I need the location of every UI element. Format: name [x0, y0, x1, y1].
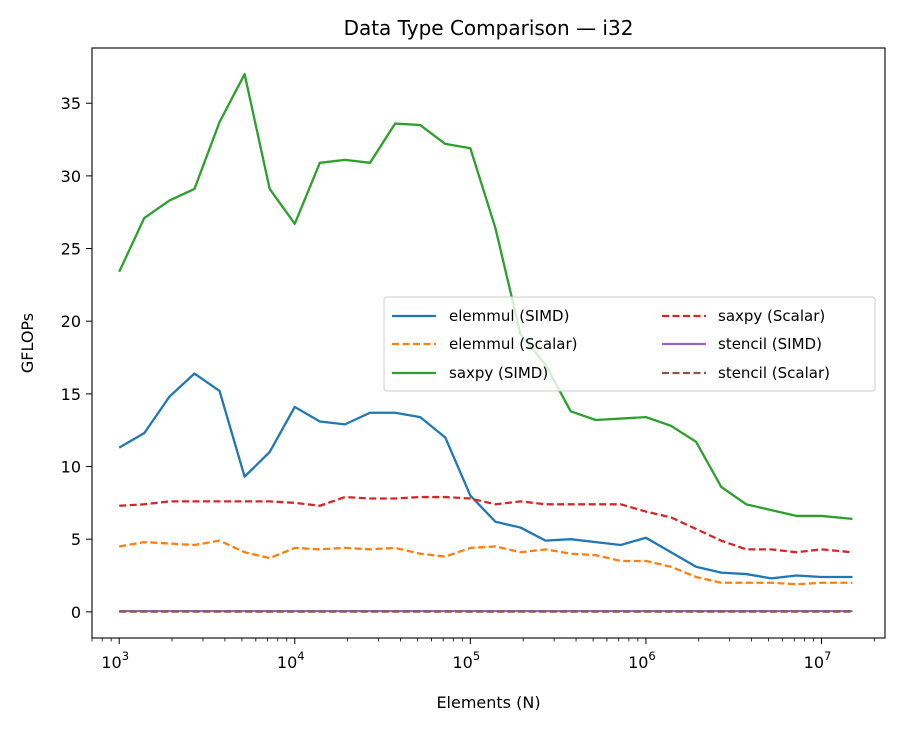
- y-axis: 0 5 10 15 20 25 30 35: [61, 94, 92, 622]
- y-tick-label: 0: [71, 603, 81, 622]
- y-tick-label: 30: [61, 167, 81, 186]
- series-line: [118, 73, 853, 520]
- chart-title: Data Type Comparison — i32: [344, 16, 634, 40]
- plot-frame: [91, 47, 886, 639]
- y-tick-label: 15: [61, 385, 81, 404]
- legend-label: stencil (SIMD): [718, 335, 822, 353]
- legend-label: saxpy (SIMD): [449, 364, 548, 382]
- y-tick-label: 10: [61, 458, 81, 477]
- y-tick-label: 20: [61, 312, 81, 331]
- y-tick-label: 25: [61, 240, 81, 259]
- legend-label: stencil (Scalar): [718, 364, 830, 382]
- legend-label: elemmul (SIMD): [449, 307, 569, 325]
- series-line: [119, 495, 853, 554]
- legend: elemmul (SIMD) elemmul (Scalar) saxpy (SIM…: [383, 296, 876, 392]
- series-line: [119, 539, 853, 586]
- x-axis-label: Elements (N): [436, 693, 540, 712]
- series-lines: [118, 73, 853, 613]
- y-axis-label: GFLOPs: [18, 313, 37, 373]
- legend-label: saxpy (Scalar): [718, 307, 825, 325]
- series-line: [118, 372, 853, 580]
- y-tick-label: 35: [61, 94, 81, 113]
- legend-label: elemmul (Scalar): [449, 335, 577, 353]
- legend-box: [383, 296, 876, 392]
- y-tick-label: 5: [71, 530, 81, 549]
